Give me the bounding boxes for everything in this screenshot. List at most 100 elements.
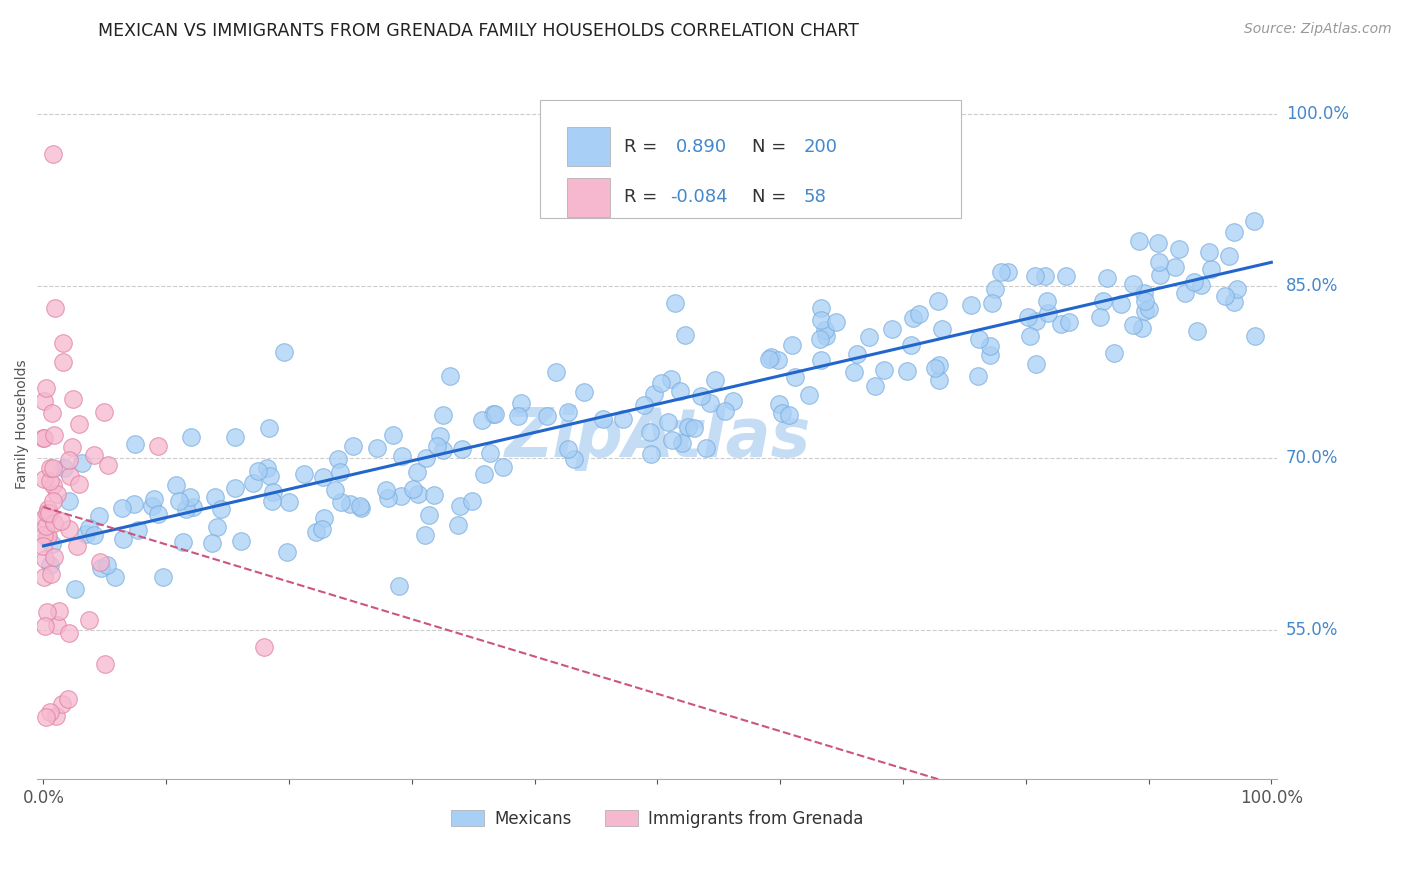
Point (1122, 277, 1144, 292)
Point (669, 384, 692, 398)
Point (1033, 269, 1056, 284)
Point (415, 528, 437, 542)
Point (366, 441, 388, 455)
Point (846, 347, 869, 361)
Point (664, 295, 686, 310)
Bar (567, 178, 610, 217)
Point (695, 441, 717, 455)
Point (35, 519, 58, 533)
Point (810, 301, 832, 316)
Point (1149, 268, 1171, 282)
Point (1185, 324, 1208, 338)
Point (1182, 275, 1205, 289)
Point (1189, 278, 1212, 293)
Point (389, 489, 412, 503)
Point (810, 313, 832, 327)
Point (67, 476, 90, 491)
Point (1019, 328, 1042, 343)
Point (509, 396, 531, 410)
Point (406, 465, 429, 479)
Point (1109, 297, 1132, 311)
Point (32, 511, 55, 525)
Point (1132, 285, 1154, 300)
Point (640, 447, 662, 461)
Point (1226, 283, 1249, 297)
Point (979, 348, 1001, 362)
Point (329, 495, 352, 509)
Text: N =: N = (752, 137, 792, 156)
Point (797, 388, 820, 402)
Point (1164, 260, 1187, 274)
Point (67, 417, 90, 431)
Point (418, 508, 440, 523)
Point (314, 511, 336, 525)
Point (432, 408, 454, 422)
Point (482, 408, 505, 422)
Point (924, 361, 946, 376)
Point (224, 430, 246, 444)
Point (46, 618, 69, 632)
Point (242, 476, 264, 491)
Point (659, 372, 682, 386)
Point (38, 506, 60, 520)
Point (58, 625, 80, 640)
Point (382, 428, 405, 442)
Point (257, 420, 280, 434)
Text: 0.890: 0.890 (676, 137, 727, 156)
Y-axis label: Family Households: Family Households (15, 359, 30, 489)
Point (262, 484, 284, 499)
Point (32, 431, 55, 445)
Point (89, 555, 111, 569)
Point (808, 332, 831, 346)
Point (39, 567, 62, 582)
Point (928, 374, 950, 388)
Point (759, 350, 782, 364)
Point (141, 499, 163, 513)
Point (165, 478, 187, 492)
Point (179, 490, 201, 504)
Point (42, 494, 65, 508)
Point (32, 528, 55, 542)
Point (146, 439, 169, 453)
Point (349, 499, 371, 513)
Point (37, 529, 59, 543)
Text: R =: R = (624, 188, 662, 206)
Point (1050, 317, 1073, 331)
Point (42, 428, 65, 442)
Point (865, 378, 887, 392)
Point (1054, 268, 1077, 283)
Point (45, 487, 67, 501)
Point (896, 364, 918, 378)
Point (58, 453, 80, 467)
Point (75, 526, 97, 541)
Point (35, 710, 58, 724)
Point (449, 499, 471, 513)
Point (426, 439, 449, 453)
Point (682, 421, 704, 435)
Point (880, 322, 903, 336)
Point (256, 460, 278, 475)
Point (174, 501, 197, 516)
Text: 70.0%: 70.0% (1286, 449, 1339, 467)
Point (1243, 213, 1265, 227)
Point (778, 408, 800, 422)
Point (391, 449, 413, 463)
Point (32, 539, 55, 553)
Point (52, 336, 75, 351)
Text: 85.0%: 85.0% (1286, 277, 1339, 295)
Point (447, 517, 470, 532)
Point (39, 558, 62, 573)
Point (48, 604, 70, 618)
Point (124, 436, 146, 450)
Point (810, 352, 832, 367)
Point (478, 446, 501, 460)
Point (1025, 314, 1047, 328)
Point (439, 369, 461, 384)
Point (1147, 255, 1170, 269)
Point (246, 464, 269, 478)
Point (112, 533, 135, 547)
Text: MEXICAN VS IMMIGRANTS FROM GRENADA FAMILY HOUSEHOLDS CORRELATION CHART: MEXICAN VS IMMIGRANTS FROM GRENADA FAMIL… (98, 22, 859, 40)
Point (815, 329, 838, 343)
Point (1017, 310, 1039, 324)
Point (52, 461, 75, 475)
